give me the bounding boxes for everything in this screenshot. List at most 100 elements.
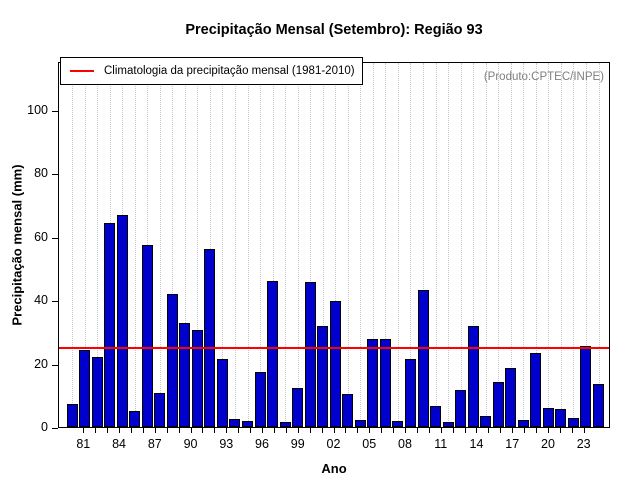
bar-2011 <box>442 421 454 427</box>
bar-2019 <box>542 407 554 427</box>
year-gridline <box>573 63 575 427</box>
bar-2016 <box>505 368 517 427</box>
year-gridline <box>435 63 437 427</box>
bar-2005 <box>367 338 379 427</box>
y-axis-title: Precipitação mensal (mm) <box>9 164 25 326</box>
year-gridline <box>147 63 149 427</box>
x-tick-mark <box>476 428 478 433</box>
x-tick-mark <box>357 428 359 433</box>
bar-2004 <box>354 420 366 427</box>
bar-1991 <box>191 329 203 427</box>
y-tick-mark <box>52 364 58 366</box>
year-gridline <box>473 63 475 427</box>
x-tick-mark <box>369 428 371 433</box>
y-tick-label-80: 80 <box>34 166 48 181</box>
bar-2007 <box>392 421 404 427</box>
y-tick-mark <box>52 174 58 176</box>
x-tick-mark <box>309 428 311 433</box>
year-gridline <box>97 63 99 427</box>
year-gridline <box>548 63 550 427</box>
bar-2021 <box>567 418 579 427</box>
bar-1997 <box>267 280 279 427</box>
year-gridline <box>360 63 362 427</box>
year-gridline <box>485 63 487 427</box>
bar-2014 <box>480 415 492 427</box>
bar-2012 <box>455 389 467 427</box>
x-tick-mark <box>238 428 240 433</box>
x-tick-mark <box>381 428 383 433</box>
x-tick-mark <box>404 428 406 433</box>
x-tick-mark <box>214 428 216 433</box>
x-tick-mark <box>571 428 573 433</box>
bar-1990 <box>179 323 191 427</box>
x-tick-mark <box>130 428 132 433</box>
x-tick-mark <box>500 428 502 433</box>
bar-1996 <box>254 372 266 427</box>
x-tick-mark <box>547 428 549 433</box>
x-tick-mark <box>285 428 287 433</box>
year-gridline <box>197 63 199 427</box>
x-tick-mark <box>440 428 442 433</box>
bar-2020 <box>555 408 567 427</box>
chart-title: Precipitação Mensal (Setembro): Região 9… <box>185 22 483 38</box>
bar-2001 <box>317 325 329 427</box>
bar-2006 <box>379 338 391 427</box>
x-tick-mark <box>154 428 156 433</box>
y-tick-label-20: 20 <box>34 356 48 371</box>
x-tick-label-99: 99 <box>290 437 305 451</box>
climatology-line <box>59 346 609 349</box>
bar-2018 <box>530 352 542 427</box>
y-tick-label-60: 60 <box>34 229 48 244</box>
x-tick-mark <box>142 428 144 433</box>
y-tick-label-0: 0 <box>41 420 48 434</box>
x-tick-mark <box>416 428 418 433</box>
x-tick-mark <box>452 428 454 433</box>
bar-2002 <box>329 300 341 427</box>
year-gridline <box>510 63 512 427</box>
bar-1985 <box>116 215 128 427</box>
x-tick-label-08: 08 <box>398 437 412 451</box>
bar-2015 <box>492 381 504 427</box>
bar-2023 <box>593 383 604 427</box>
year-gridline <box>347 63 349 427</box>
plot-area <box>58 62 610 428</box>
legend-line-swatch <box>70 70 94 72</box>
year-gridline <box>410 63 412 427</box>
x-tick-label-81: 81 <box>76 437 91 451</box>
year-gridline <box>134 63 136 427</box>
bar-1992 <box>204 248 216 427</box>
bar-2010 <box>430 406 442 427</box>
year-gridline <box>297 63 299 427</box>
x-tick-mark <box>333 428 335 433</box>
y-tick-mark <box>52 428 58 429</box>
x-tick-label-87: 87 <box>147 437 162 451</box>
x-tick-mark <box>226 428 228 433</box>
x-tick-mark <box>297 428 299 433</box>
year-gridline <box>234 63 236 427</box>
bar-1998 <box>279 421 291 427</box>
x-tick-label-14: 14 <box>469 437 484 451</box>
year-gridline <box>335 63 337 427</box>
x-tick-mark <box>536 428 538 433</box>
x-tick-mark <box>190 428 192 433</box>
bar-1994 <box>229 419 241 427</box>
bar-1982 <box>79 349 91 427</box>
x-tick-mark <box>428 428 430 433</box>
x-axis-title: Ano <box>321 461 347 476</box>
bar-2017 <box>517 420 529 427</box>
bar-1986 <box>129 411 141 427</box>
year-gridline <box>423 63 424 427</box>
x-tick-mark <box>488 428 490 433</box>
year-gridline <box>372 63 374 427</box>
year-gridline <box>585 63 587 427</box>
x-tick-label-93: 93 <box>219 437 234 451</box>
x-tick-mark <box>321 428 323 433</box>
x-tick-mark <box>393 428 395 433</box>
bar-1983 <box>91 357 103 427</box>
x-tick-mark <box>559 428 561 433</box>
bar-2000 <box>304 282 316 427</box>
x-tick-mark <box>512 428 514 433</box>
year-gridline <box>448 63 450 427</box>
bar-1984 <box>104 223 116 427</box>
source-note: (Produto:CPTEC/INPE) <box>483 71 604 83</box>
